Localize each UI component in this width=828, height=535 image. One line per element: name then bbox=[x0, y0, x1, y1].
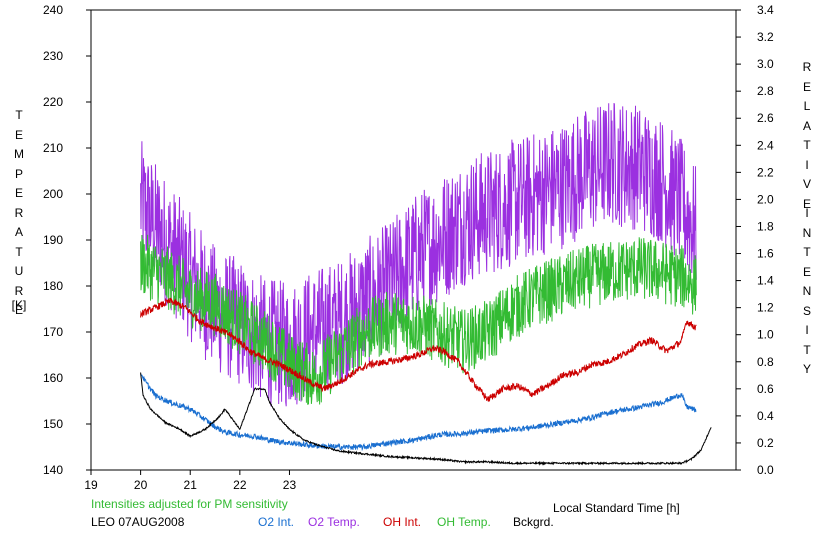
x-tick-label: 22 bbox=[233, 478, 247, 492]
axis-label-letter: V bbox=[802, 177, 811, 191]
y-right-tick-label: 3.2 bbox=[757, 30, 774, 44]
axis-label-letter: E bbox=[802, 79, 811, 94]
axis-label-letter: T bbox=[803, 342, 811, 357]
axis-label-letter: M bbox=[14, 147, 24, 161]
y-left-tick-label: 180 bbox=[43, 279, 63, 293]
axis-label-letter: T bbox=[15, 108, 23, 122]
axis-label-letter: T bbox=[803, 138, 811, 152]
y-right-tick-label: 1.6 bbox=[757, 247, 774, 261]
y-right-tick-label: 0.2 bbox=[757, 436, 774, 450]
y-left-tick-label: 140 bbox=[43, 463, 63, 477]
axis-label-letter: R bbox=[14, 205, 24, 220]
axis-label-letter: U bbox=[14, 264, 24, 278]
axis-label-letter: I bbox=[805, 206, 809, 220]
x-tick-label: 20 bbox=[134, 478, 148, 492]
series-line bbox=[140, 373, 697, 452]
x-axis: 1920212223012345678 bbox=[84, 470, 297, 492]
y-left-tick-label: 240 bbox=[43, 3, 63, 17]
axis-label-letter: I bbox=[805, 323, 809, 337]
legend-bckgrd: Bckgrd. bbox=[513, 515, 554, 529]
y-right-tick-label: 2.4 bbox=[757, 138, 774, 152]
plot-lines bbox=[140, 102, 712, 466]
x-tick-label: 21 bbox=[184, 478, 198, 492]
axis-label-letter: E bbox=[14, 303, 23, 317]
axis-label-letter: R bbox=[14, 283, 24, 298]
axis-label-letter: E bbox=[802, 196, 811, 211]
y-left-tick-label: 170 bbox=[43, 325, 63, 339]
axis-label-letter: N bbox=[802, 284, 812, 298]
y-right-tick-label: 2.8 bbox=[757, 84, 774, 98]
axis-label-letter: E bbox=[802, 264, 811, 279]
series-line bbox=[140, 234, 697, 405]
axis-label-letter: A bbox=[802, 118, 811, 133]
axis-label-letter: Y bbox=[802, 362, 811, 376]
x-axis-label: Local Standard Time [h] bbox=[553, 501, 680, 515]
axis-label-letter: L bbox=[803, 99, 811, 113]
x-tick-label: 19 bbox=[84, 478, 98, 492]
axis-label-letter: E bbox=[14, 127, 23, 142]
series-line bbox=[140, 372, 712, 466]
y-left-tick-label: 220 bbox=[43, 95, 63, 109]
y-left-tick-label: 210 bbox=[43, 141, 63, 155]
axis-label-letter: S bbox=[802, 303, 811, 318]
y-left-axis: 140 150 160 170 180 190 200 210 220 230 240 bbox=[43, 3, 91, 477]
y-right-tick-label: 0.8 bbox=[757, 355, 774, 369]
station-date: LEO 07AUG2008 bbox=[91, 515, 185, 529]
y-right-tick-label: 2.0 bbox=[757, 192, 774, 206]
axis-label-letter: E bbox=[14, 186, 23, 200]
intensity-note: Intensities adjusted for PM sensitivity bbox=[91, 497, 288, 511]
legend-oh-int: OH Int. bbox=[383, 515, 422, 529]
y-right-tick-label: 2.6 bbox=[757, 111, 774, 125]
y-right-tick-label: 1.2 bbox=[757, 301, 774, 315]
y-right-tick-label: 1.0 bbox=[757, 328, 774, 342]
axis-label-letter: A bbox=[14, 225, 23, 239]
axis-label-letter: T bbox=[15, 244, 23, 259]
y-left-axis-unit: [K] bbox=[11, 298, 27, 312]
axis-label-letter: P bbox=[14, 166, 23, 181]
legend-o2-temp: O2 Temp. bbox=[308, 515, 360, 529]
axis-label-letter: R bbox=[802, 60, 812, 74]
y-right-tick-label: 3.4 bbox=[757, 3, 774, 17]
y-left-tick-label: 160 bbox=[43, 371, 63, 385]
y-left-tick-label: 200 bbox=[43, 187, 63, 201]
axis-label-letter: T bbox=[803, 245, 811, 259]
y-right-tick-label: 1.8 bbox=[757, 219, 774, 233]
y-right-tick-label: 0.0 bbox=[757, 463, 774, 477]
axis-label-letter: N bbox=[802, 225, 812, 240]
y-right-tick-label: 1.4 bbox=[757, 274, 774, 288]
legend-oh-temp: OH Temp. bbox=[437, 515, 491, 529]
y-right-tick-label: 0.4 bbox=[757, 409, 774, 423]
y-left-tick-label: 230 bbox=[43, 49, 63, 63]
y-right-tick-label: 3.0 bbox=[757, 57, 774, 71]
y-right-tick-label: 2.2 bbox=[757, 165, 774, 179]
y-right-tick-label: 0.6 bbox=[757, 382, 774, 396]
legend-o2-int: O2 Int. bbox=[258, 515, 295, 529]
y-right-axis: 0.0 0.2 0.4 0.6 0.8 1.0 1.2 1.4 1.6 1.8 2.0 2.2 2.4 2… bbox=[736, 3, 774, 477]
y-left-tick-label: 150 bbox=[43, 417, 63, 431]
series-line bbox=[140, 297, 697, 402]
y-left-tick-label: 190 bbox=[43, 233, 63, 247]
axis-label-letter: I bbox=[805, 157, 809, 172]
x-tick-label: 23 bbox=[283, 478, 297, 492]
